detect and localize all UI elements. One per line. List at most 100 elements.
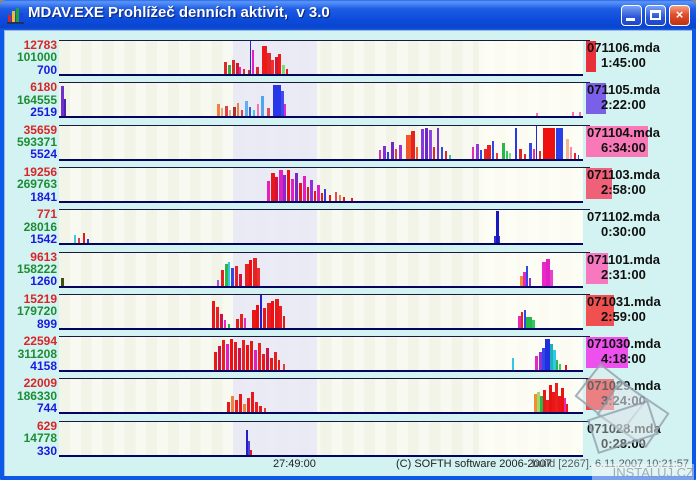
histogram-bar bbox=[233, 107, 236, 117]
histogram-band[interactable] bbox=[59, 293, 583, 330]
histogram-bar bbox=[534, 394, 537, 413]
histogram-band[interactable] bbox=[59, 378, 583, 415]
histogram-bar bbox=[229, 110, 231, 117]
histogram-bar bbox=[214, 352, 217, 371]
duration-block bbox=[586, 125, 648, 157]
blue-value: 5524 bbox=[30, 147, 57, 162]
total-time: 27:49:00 bbox=[273, 458, 316, 470]
app-icon bbox=[7, 8, 24, 24]
histogram-bar bbox=[480, 149, 482, 159]
histogram-band[interactable] bbox=[59, 336, 583, 373]
histogram-bar bbox=[559, 364, 561, 371]
day-duration: 2:31:00 bbox=[601, 266, 646, 282]
maximize-button[interactable] bbox=[645, 5, 666, 26]
histogram-bar bbox=[259, 406, 262, 413]
histogram-band[interactable] bbox=[59, 251, 583, 288]
histogram-bar bbox=[224, 62, 227, 74]
day-duration: 4:18:00 bbox=[601, 351, 646, 367]
histogram-bar bbox=[253, 257, 257, 286]
day-label[interactable]: 071028.mda 0:28:00 bbox=[583, 420, 692, 451]
blue-value: 330 bbox=[36, 443, 57, 458]
histogram-bar bbox=[509, 152, 511, 159]
day-label[interactable]: 071031.mda 2:59:00 bbox=[583, 293, 692, 326]
day-label[interactable]: 071104.mda 6:34:00 bbox=[583, 124, 692, 157]
day-label[interactable]: 071105.mda 2:22:00 bbox=[583, 82, 692, 115]
histogram-bar bbox=[225, 106, 228, 117]
histogram-bar bbox=[391, 141, 394, 159]
histogram-bar bbox=[566, 404, 568, 413]
histogram-band[interactable] bbox=[59, 166, 583, 203]
day-row: 35659 593371 5524 071104.mda 6:34:00 bbox=[4, 123, 692, 167]
histogram-bar bbox=[239, 273, 242, 286]
histogram-bar bbox=[395, 148, 397, 159]
histogram-bar bbox=[275, 176, 278, 201]
histogram-bar bbox=[566, 138, 569, 159]
histogram-band[interactable] bbox=[59, 124, 583, 161]
red-value: 771 bbox=[36, 207, 57, 222]
green-value: 164555 bbox=[16, 92, 57, 107]
title-bar[interactable]: MDAV.EXE Prohlížeč denních aktivit, v 3.… bbox=[0, 0, 696, 30]
histogram-bar bbox=[339, 194, 341, 201]
histogram-bar bbox=[228, 65, 231, 74]
histogram-bar bbox=[83, 233, 85, 244]
histogram-bar bbox=[445, 150, 447, 159]
histogram-bar bbox=[267, 53, 271, 74]
histogram-bar bbox=[572, 112, 574, 117]
histogram-bar bbox=[283, 364, 285, 371]
histogram-bar bbox=[273, 85, 281, 117]
file-name: 071103.mda bbox=[587, 166, 661, 182]
histogram-bar bbox=[564, 398, 566, 413]
histogram-bar bbox=[217, 279, 219, 286]
histogram-bar bbox=[555, 383, 558, 413]
file-name: 071029.mda bbox=[587, 378, 661, 394]
day-shade-zone bbox=[479, 41, 583, 74]
histogram-bar bbox=[291, 178, 294, 201]
histogram-band[interactable] bbox=[59, 209, 583, 246]
maximize-icon bbox=[650, 10, 661, 20]
window-title: MDAV.EXE Prohlížeč denních aktivit, v 3.… bbox=[28, 4, 330, 21]
histogram-bar bbox=[518, 315, 521, 328]
histogram-band[interactable] bbox=[59, 420, 583, 457]
histogram-bar bbox=[310, 179, 313, 201]
histogram-bar bbox=[284, 104, 286, 117]
histogram-bar bbox=[441, 146, 443, 159]
blue-value: 2519 bbox=[30, 105, 57, 120]
histogram-band[interactable] bbox=[59, 40, 583, 76]
left-values: 9613 158222 1260 bbox=[4, 250, 57, 288]
histogram-bar bbox=[243, 404, 246, 413]
histogram-bar bbox=[437, 127, 439, 159]
histogram-bar bbox=[242, 340, 245, 371]
histogram-band[interactable] bbox=[59, 82, 583, 119]
histogram-bar bbox=[254, 350, 257, 371]
histogram-bar bbox=[256, 67, 259, 74]
minimize-button[interactable] bbox=[621, 5, 642, 26]
histogram-bar bbox=[286, 69, 288, 74]
blue-value: 1542 bbox=[30, 232, 57, 246]
copyright-text: (C) SOFTH software 2006-2007 bbox=[396, 458, 552, 470]
left-values: 629 14778 330 bbox=[4, 419, 57, 458]
file-name: 071101.mda bbox=[587, 251, 661, 267]
day-label[interactable]: 071029.mda 3:24:00 bbox=[583, 378, 692, 411]
histogram-bar bbox=[267, 302, 271, 328]
day-label[interactable]: 071103.mda 2:58:00 bbox=[583, 166, 692, 199]
day-label[interactable]: 071102.mda 0:30:00 bbox=[583, 209, 692, 239]
histogram-bar bbox=[252, 50, 254, 74]
histogram-bar bbox=[278, 360, 280, 371]
histogram-bar bbox=[524, 309, 526, 328]
day-label[interactable]: 071030.mda 4:18:00 bbox=[583, 336, 692, 369]
left-values: 22594 311208 4158 bbox=[4, 335, 57, 373]
day-label[interactable]: 071106.mda 1:45:00 bbox=[583, 40, 692, 72]
histogram-bar bbox=[249, 259, 252, 286]
histogram-bar bbox=[399, 144, 402, 159]
histogram-bar bbox=[536, 113, 538, 117]
day-label[interactable]: 071101.mda 2:31:00 bbox=[583, 251, 692, 284]
histogram-bar bbox=[252, 309, 256, 328]
histogram-bar bbox=[227, 402, 230, 413]
histogram-bar bbox=[221, 269, 224, 286]
close-button[interactable]: × bbox=[669, 5, 690, 26]
histogram-bar bbox=[235, 265, 238, 286]
histogram-bar bbox=[271, 300, 274, 328]
histogram-bar bbox=[542, 348, 545, 371]
histogram-bar bbox=[574, 152, 576, 159]
